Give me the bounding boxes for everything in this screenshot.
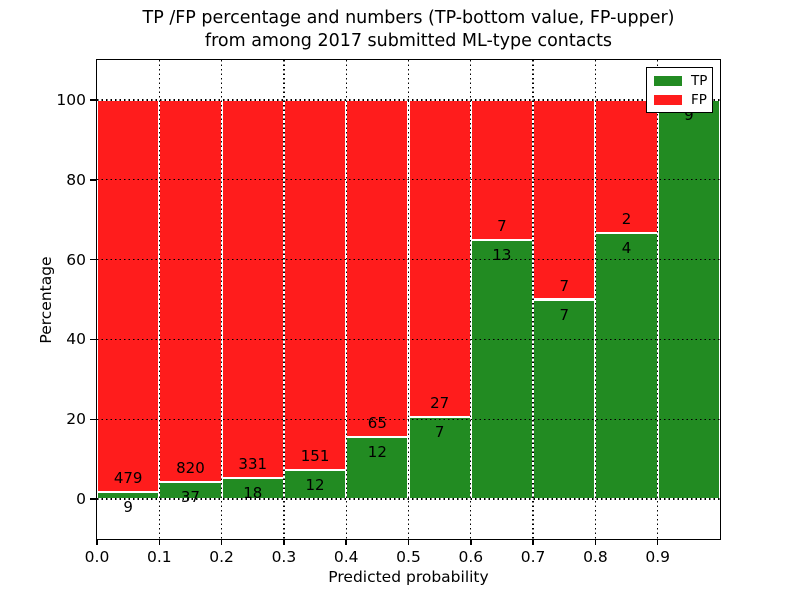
- v-gridline: [283, 60, 285, 539]
- y-tick-mark: [90, 258, 97, 261]
- x-tick-label: 0.4: [333, 548, 359, 566]
- fp-count-label: 7: [497, 216, 507, 235]
- tp-count-label: 7: [434, 422, 445, 441]
- fp-bar: [97, 99, 160, 492]
- x-tick-label: 0.0: [84, 548, 110, 566]
- x-tick-label: 0.1: [146, 548, 172, 566]
- legend-item-tp: TP: [654, 74, 712, 88]
- x-tick-mark: [470, 539, 472, 545]
- x-tick-label: 0.9: [645, 548, 671, 566]
- v-gridline: [657, 60, 659, 539]
- y-tick-mark: [90, 418, 97, 420]
- fp-count-label: 331: [238, 455, 268, 474]
- chart-title-line1: TP /FP percentage and numbers (TP-bottom…: [142, 8, 675, 28]
- fp-count-label: 2: [621, 209, 632, 228]
- fp-bar: [283, 99, 347, 470]
- tp-count-label: 9: [123, 497, 133, 516]
- x-tick-mark: [345, 539, 347, 545]
- y-tick-label: 0: [76, 490, 86, 509]
- fp-count-label: 479: [113, 468, 143, 487]
- v-gridline: [158, 60, 160, 539]
- tp-count-label: 12: [367, 442, 387, 461]
- v-gridline: [407, 60, 410, 539]
- legend-label-fp: FP: [691, 91, 707, 108]
- fp-bar: [346, 99, 409, 437]
- x-tick-mark: [283, 539, 285, 545]
- y-tick-mark: [90, 338, 97, 341]
- tp-bar: [595, 232, 658, 500]
- tp-count-label: 13: [492, 245, 512, 264]
- y-tick-label: 40: [66, 330, 86, 349]
- y-tick-label: 60: [66, 250, 86, 269]
- x-tick-mark: [220, 539, 223, 545]
- tp-count-label: 37: [180, 487, 200, 506]
- chart-title-line2: from among 2017 submitted ML-type contac…: [204, 31, 613, 51]
- chart-title: TP /FP percentage and numbers (TP-bottom…: [97, 7, 720, 53]
- fp-count-label: 820: [176, 458, 205, 477]
- fp-bar: [533, 99, 596, 300]
- x-tick-label: 0.5: [396, 548, 421, 566]
- fp-bar: [159, 99, 222, 482]
- fp-count-label: 7: [559, 276, 570, 295]
- tp-count-label: 12: [305, 475, 325, 494]
- x-tick-label: 0.6: [458, 548, 484, 566]
- tp-bar: [533, 299, 596, 500]
- fp-count-label: 27: [430, 393, 450, 412]
- fp-bar: [221, 99, 284, 479]
- x-tick-mark: [594, 539, 597, 545]
- x-tick-label: 0.7: [520, 548, 546, 566]
- v-gridline: [345, 60, 347, 539]
- tp-count-label: 9: [684, 105, 694, 124]
- y-tick-label: 100: [56, 90, 86, 109]
- v-gridline: [594, 60, 597, 539]
- x-tick-mark: [656, 539, 659, 545]
- y-tick-label: 20: [66, 410, 86, 429]
- legend-label-tp: TP: [691, 72, 708, 89]
- plot-area: 479 9 820 37 331 18 151 12 65 12 27 7 7 13 7 7 2 4 9: [95, 58, 721, 540]
- y-tick-mark: [90, 99, 97, 101]
- y-tick-mark: [90, 179, 97, 181]
- tp-bar: [657, 99, 720, 500]
- tp-color-swatch: [654, 75, 682, 86]
- tp-count-label: 18: [243, 484, 263, 503]
- tp-count-label: 4: [621, 238, 632, 257]
- v-gridline: [220, 60, 223, 539]
- x-tick-mark: [158, 539, 161, 545]
- x-tick-mark: [96, 539, 98, 545]
- fp-count-label: 151: [300, 446, 330, 465]
- y-tick-mark: [90, 498, 97, 500]
- v-gridline: [532, 60, 534, 539]
- x-tick-mark: [407, 539, 410, 545]
- legend: TP FP: [646, 67, 713, 113]
- fp-color-swatch: [654, 94, 682, 105]
- legend-item-fp: FP: [654, 93, 712, 107]
- x-tick-label: 0.2: [209, 548, 234, 566]
- x-axis-label: Predicted probability: [328, 568, 489, 586]
- tp-bar: [470, 239, 534, 500]
- x-tick-mark: [532, 539, 534, 545]
- x-tick-label: 0.3: [271, 548, 297, 566]
- v-gridline: [470, 60, 472, 539]
- y-tick-label: 80: [66, 170, 86, 189]
- tp-count-label: 7: [559, 305, 570, 324]
- x-tick-label: 0.8: [583, 548, 608, 566]
- fp-count-label: 65: [367, 413, 387, 432]
